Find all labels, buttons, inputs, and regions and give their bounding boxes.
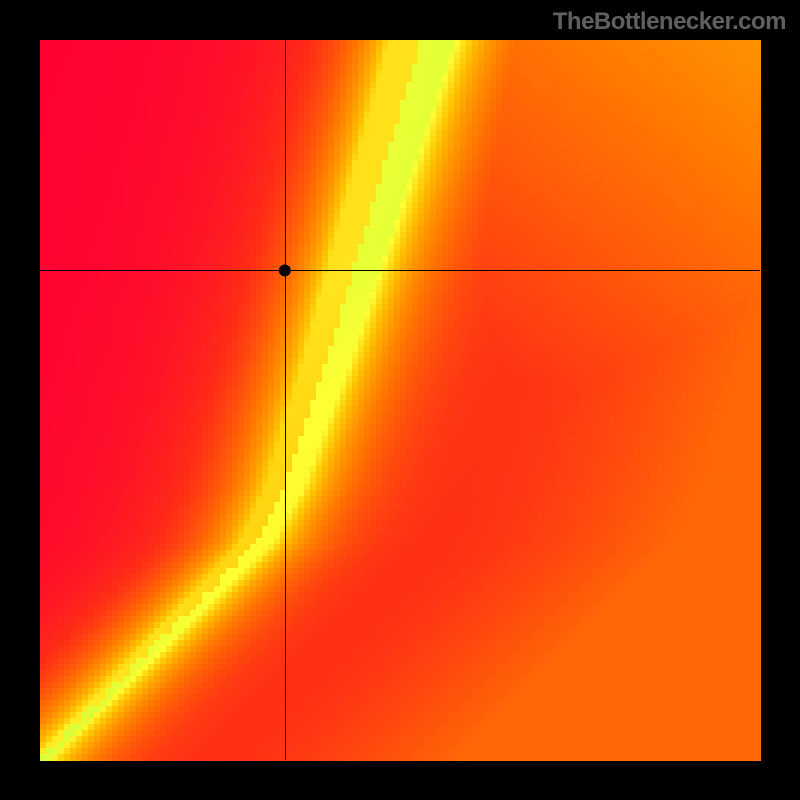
bottleneck-heatmap xyxy=(0,0,800,800)
watermark-text: TheBottlenecker.com xyxy=(553,8,786,36)
